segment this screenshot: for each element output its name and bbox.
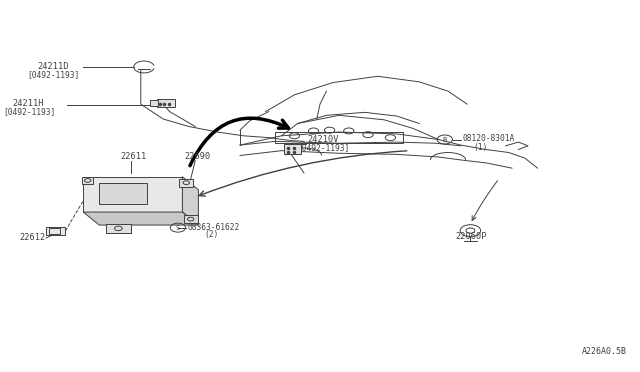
Polygon shape: [83, 177, 182, 212]
Text: (2): (2): [205, 230, 219, 239]
Bar: [184, 215, 198, 223]
Text: 24211D: 24211D: [37, 62, 68, 71]
Text: B: B: [443, 137, 447, 142]
Text: 08363-61622: 08363-61622: [188, 222, 240, 231]
Text: [0492-1193]: [0492-1193]: [298, 143, 350, 152]
Text: 22611: 22611: [120, 152, 147, 161]
Text: 24210V: 24210V: [307, 135, 339, 144]
Bar: [99, 183, 147, 204]
Bar: [150, 100, 158, 106]
Text: [0492-1193]: [0492-1193]: [28, 70, 80, 79]
Text: A226A0.5B: A226A0.5B: [582, 347, 627, 356]
Bar: [82, 177, 93, 184]
Bar: [157, 99, 175, 107]
Bar: [49, 228, 60, 234]
Text: [0492-1193]: [0492-1193]: [3, 108, 56, 116]
Bar: [179, 179, 193, 187]
Text: (1): (1): [474, 142, 488, 151]
Polygon shape: [83, 212, 198, 225]
Text: 22690: 22690: [184, 152, 211, 161]
Bar: [46, 227, 65, 235]
Text: 08120-8301A: 08120-8301A: [462, 134, 515, 143]
Text: 24211H: 24211H: [13, 99, 44, 108]
Polygon shape: [182, 177, 198, 225]
Bar: [106, 224, 131, 232]
Text: S: S: [176, 225, 180, 231]
Bar: [275, 132, 403, 143]
Bar: [284, 144, 301, 154]
Text: 22612: 22612: [19, 233, 45, 242]
Text: 22060P: 22060P: [456, 232, 487, 241]
